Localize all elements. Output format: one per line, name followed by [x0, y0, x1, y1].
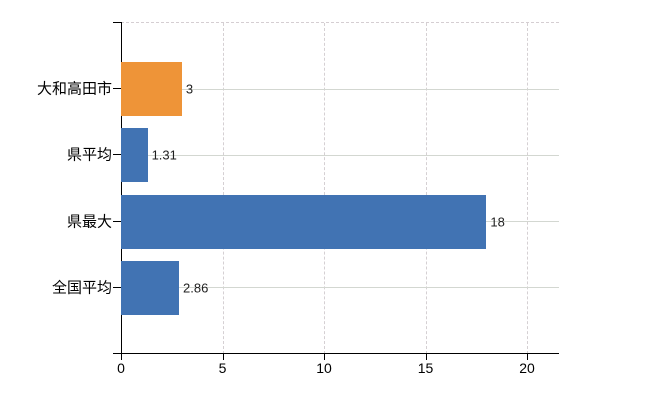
x-axis-tick	[222, 354, 224, 360]
x-axis-tick	[527, 354, 528, 360]
x-axis-tick	[121, 354, 122, 360]
value-label: 3	[185, 81, 194, 97]
x-axis-tick-label: 15	[417, 360, 434, 376]
vertical-gridline-10	[324, 23, 325, 354]
y-axis-tick	[113, 154, 121, 156]
category-gridline	[121, 154, 559, 156]
y-axis-tick	[113, 220, 121, 222]
category-label: 大和高田市	[36, 80, 112, 98]
x-axis-tick-label: 0	[117, 360, 125, 376]
bar-全国平均	[121, 260, 180, 315]
vertical-gridline-15	[425, 23, 427, 354]
y-axis-tick	[113, 286, 121, 288]
bar-県平均	[121, 128, 148, 183]
x-axis-tick	[324, 354, 325, 360]
category-label: 県平均	[66, 146, 112, 164]
y-axis-line	[121, 22, 122, 353]
y-axis-tick	[113, 88, 121, 90]
x-axis-tick-label: 20	[519, 360, 535, 376]
plot-area: 3 1.31 18 2.86	[121, 22, 559, 354]
vertical-gridline-5	[222, 23, 224, 354]
vertical-gridline-20	[527, 23, 528, 354]
value-label: 2.86	[183, 280, 209, 296]
y-axis-top-tick	[113, 22, 121, 23]
bar-大和高田市	[121, 62, 182, 117]
category-gridline	[121, 287, 559, 289]
x-axis-line	[113, 353, 559, 354]
value-label: 1.31	[151, 147, 177, 163]
x-axis-tick	[425, 354, 427, 360]
x-axis-tick-label: 5	[218, 360, 227, 376]
bar-県最大	[121, 194, 487, 249]
category-label: 全国平均	[51, 279, 112, 297]
x-axis-tick-label: 10	[316, 360, 332, 376]
value-label: 18	[490, 214, 505, 230]
category-label: 県最大	[66, 213, 112, 231]
category-gridline	[121, 88, 559, 90]
